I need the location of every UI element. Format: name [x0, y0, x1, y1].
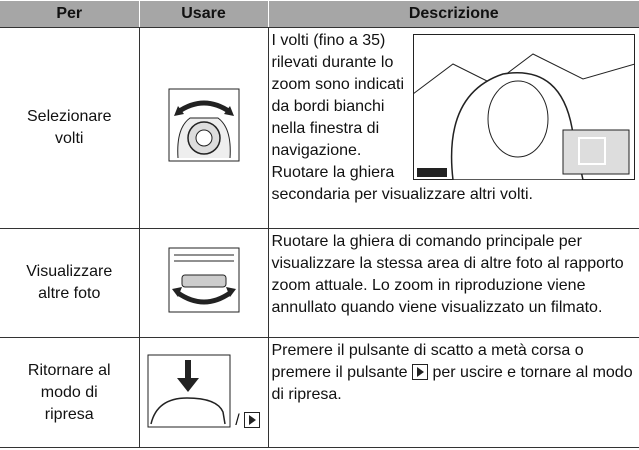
row: Selezionare volti I volti (fino a 35) ri… [0, 27, 639, 229]
per-cell: Visualizzare altre foto [0, 228, 140, 338]
sub-dial-icon [168, 88, 239, 161]
description-text: I volti (fino a 35) rilevati durante lo … [271, 32, 533, 203]
header-row: Per Usare Descrizione [0, 0, 639, 28]
description-text: Premere il pulsante di scatto a metà cor… [271, 342, 584, 381]
per-cell: Ritornare al modo di ripresa [0, 337, 140, 448]
row: Ritornare al modo di ripresa / Premere i… [0, 337, 639, 448]
shutter-icon [147, 354, 231, 427]
header-cell: Per [0, 0, 140, 28]
header-cell: Descrizione [267, 0, 639, 28]
playback-button-icon [412, 364, 429, 380]
description-cell: Premere il pulsante di scatto a metà cor… [267, 337, 639, 448]
main-dial-icon [168, 247, 239, 312]
usare-cell [138, 27, 269, 229]
header-cell: Usare [138, 0, 269, 28]
description-cell: Ruotare la ghiera di comando principale … [267, 228, 639, 338]
row: Visualizzare altre foto Ruotare la ghier… [0, 228, 639, 338]
usare-cell [138, 228, 269, 338]
description-cell: I volti (fino a 35) rilevati durante lo … [267, 27, 639, 229]
description-text: per uscire e tornare al modo di ripresa. [271, 364, 633, 403]
per-cell: Selezionare volti [0, 27, 140, 229]
face-illustration [413, 34, 635, 180]
separator: / [235, 411, 240, 429]
playback-button-icon [244, 411, 261, 428]
usare-cell: / [138, 337, 269, 448]
